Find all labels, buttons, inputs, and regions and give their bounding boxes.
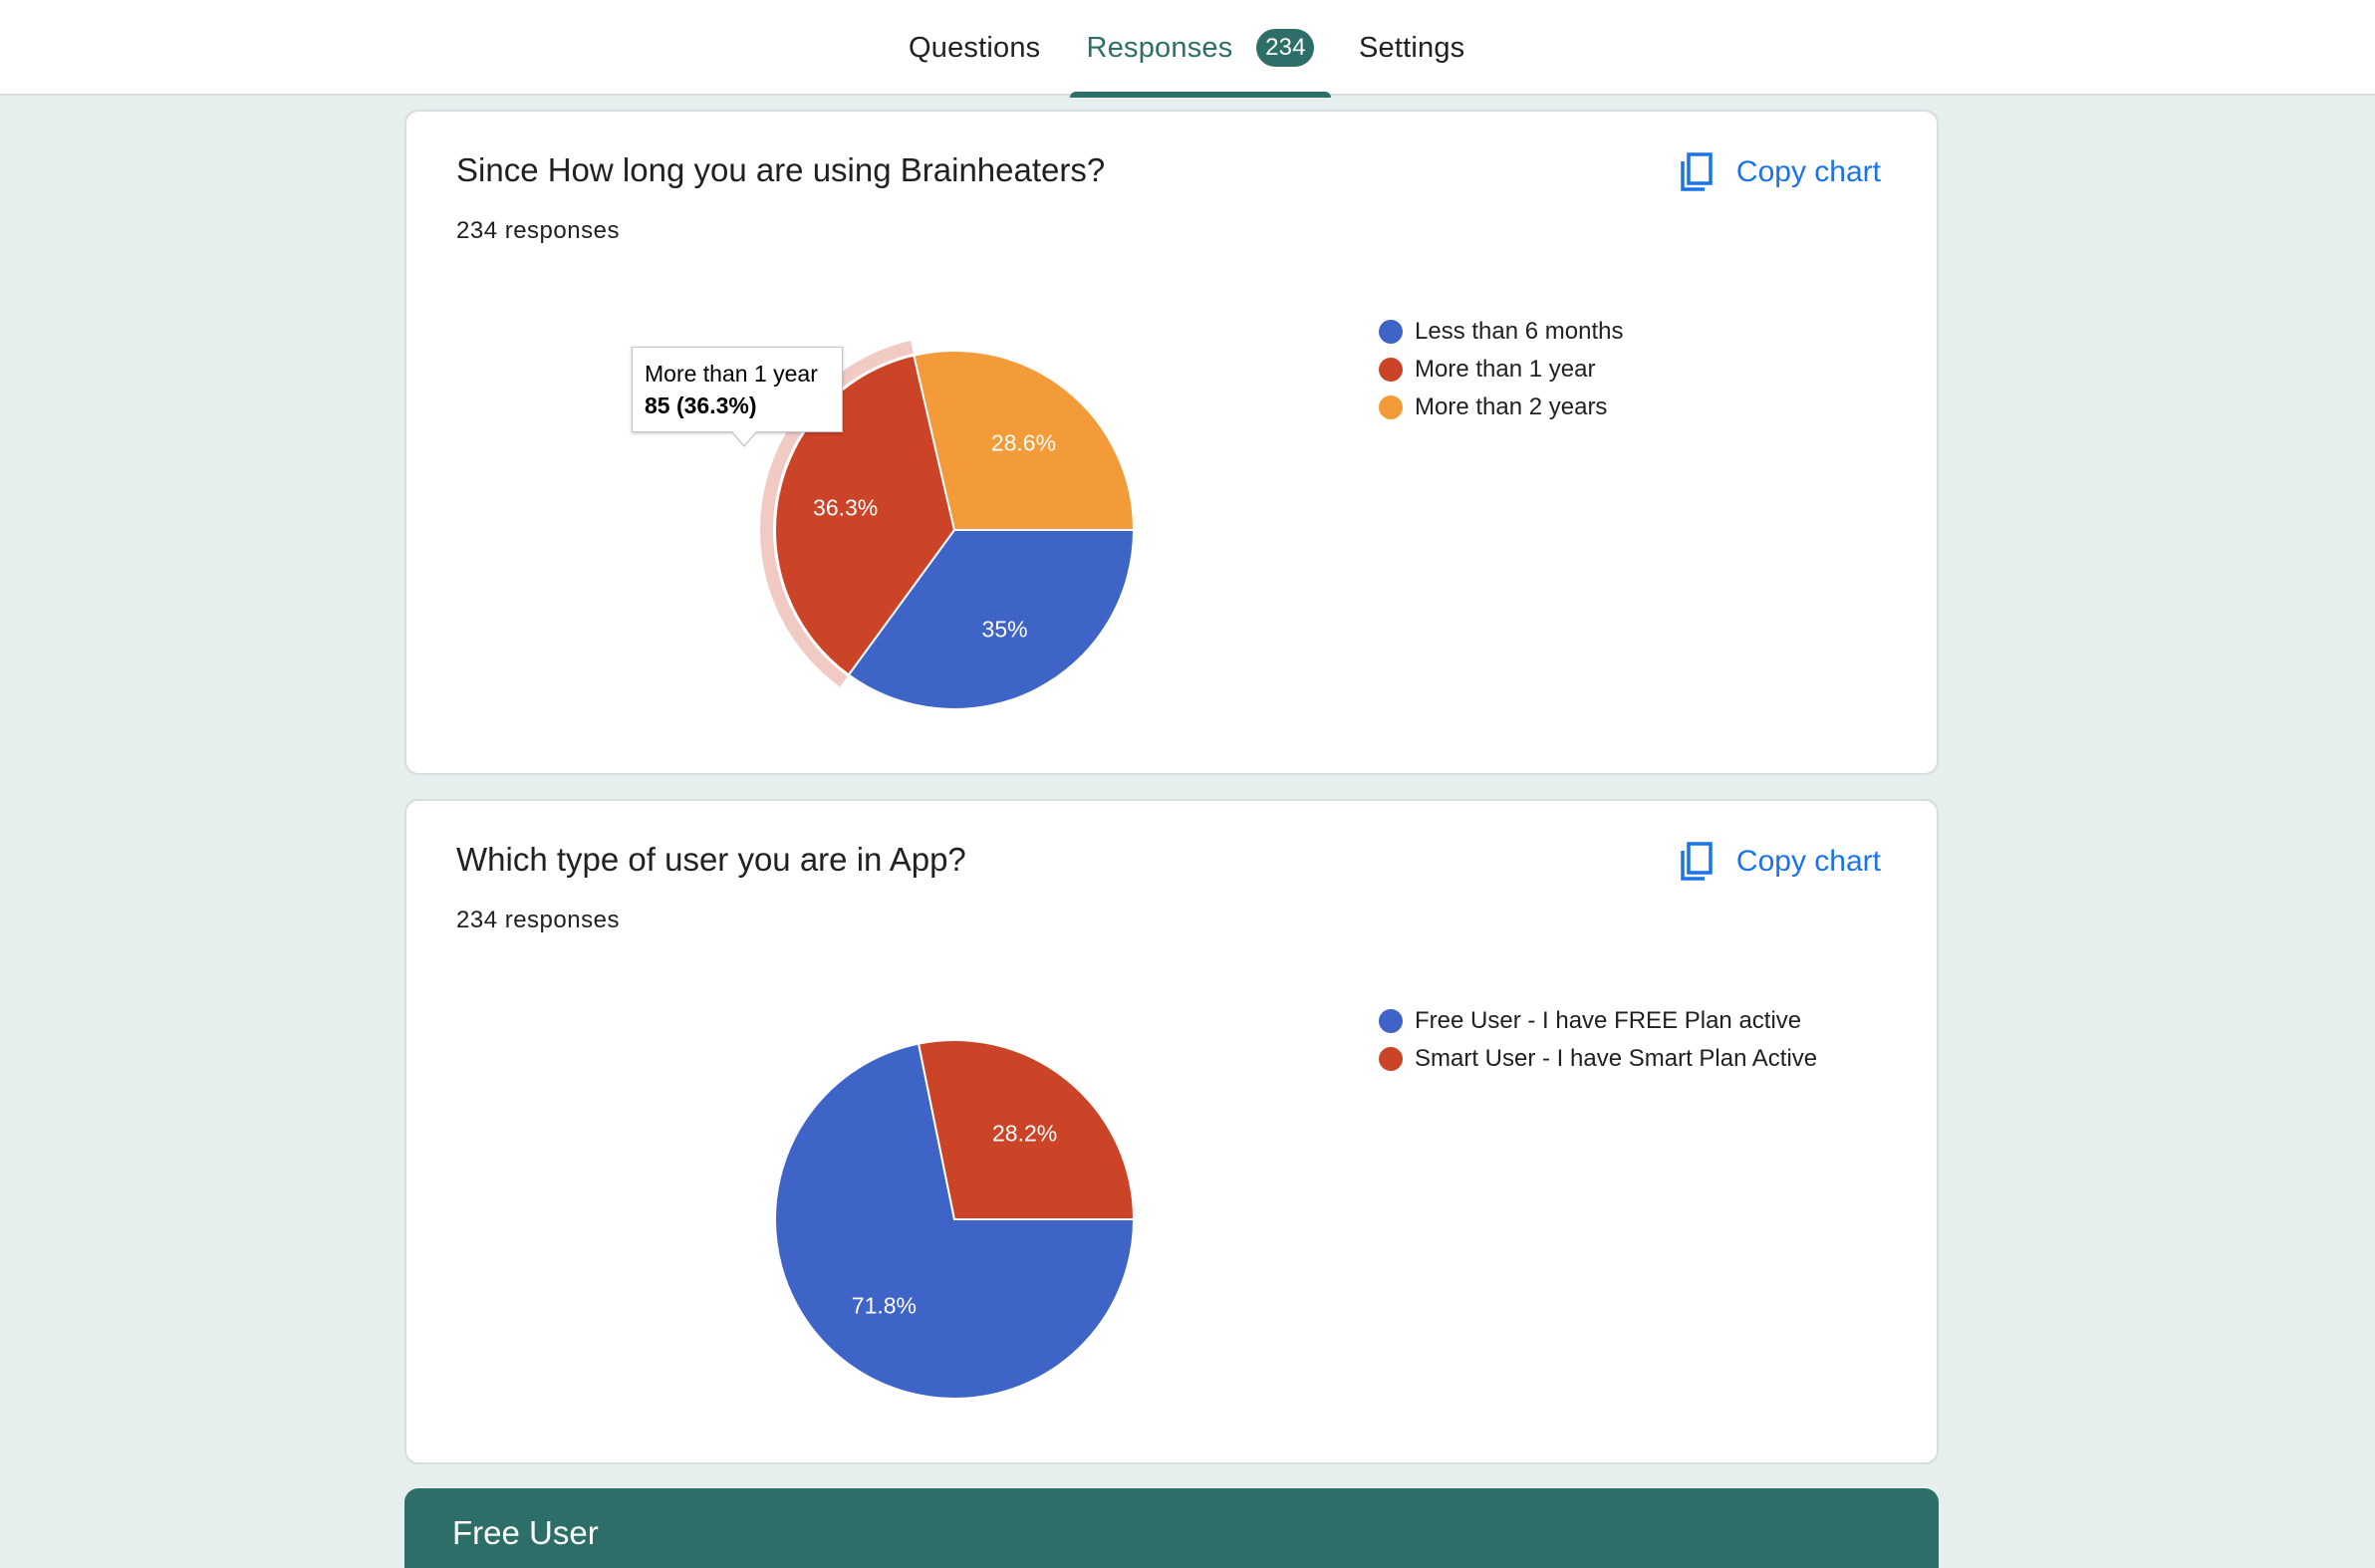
chart-tooltip: More than 1 year 85 (36.3%) <box>632 347 843 447</box>
tab-questions[interactable]: Questions <box>909 0 1040 96</box>
responses-count-badge: 234 <box>1256 29 1315 67</box>
legend-item-smart-user-i-have-smart-plan-active[interactable]: Smart User - I have Smart Plan Active <box>1379 1040 1817 1078</box>
legend-item-more-than-2-years[interactable]: More than 2 years <box>1379 389 1623 426</box>
pie-slice-label-smart-user-i-have-smart-plan-active: 28.2% <box>992 1121 1057 1147</box>
question-title: Which type of user you are in App? <box>456 841 966 878</box>
copy-chart-label: Copy chart <box>1735 155 1881 188</box>
section-title: Free User <box>452 1514 599 1551</box>
legend-label: Smart User - I have Smart Plan Active <box>1415 1045 1818 1072</box>
copy-chart-label: Copy chart <box>1735 845 1881 878</box>
legend-label: More than 2 years <box>1415 393 1608 420</box>
legend-item-more-than-1-year[interactable]: More than 1 year <box>1379 351 1623 389</box>
tooltip-value: 85 (36.3%) <box>645 392 757 418</box>
legend-swatch <box>1379 320 1403 344</box>
question-title: Since How long you are using Brainheater… <box>456 151 1106 188</box>
tab-questions-label: Questions <box>909 31 1041 64</box>
copy-icon <box>1681 842 1713 881</box>
legend-swatch <box>1379 395 1403 419</box>
copy-chart-button[interactable]: Copy chart <box>1679 147 1881 197</box>
tab-settings-label: Settings <box>1359 31 1465 64</box>
legend-item-free-user-i-have-free-plan-active[interactable]: Free User - I have FREE Plan active <box>1379 1002 1817 1040</box>
response-count: 234 responses <box>456 907 620 933</box>
pie-slice-less-than-6-months[interactable] <box>847 529 1136 710</box>
pie-chart-user-type: 71.8% 28.2% <box>774 1039 1136 1400</box>
chart-legend: Free User - I have FREE Plan active Smart… <box>1379 1002 1817 1078</box>
legend-label: Free User - I have FREE Plan active <box>1415 1007 1802 1034</box>
copy-icon <box>1681 152 1713 191</box>
section-header: Free User <box>404 1488 1939 1568</box>
tab-settings[interactable]: Settings <box>1359 0 1464 96</box>
tab-responses-label: Responses <box>1086 31 1233 64</box>
legend-label: Less than 6 months <box>1415 318 1624 345</box>
pie-slice-free-user-i-have-free-plan-active[interactable] <box>774 1042 1136 1400</box>
response-count: 234 responses <box>456 217 620 244</box>
pie-slice-more-than-2-years[interactable] <box>913 350 1136 531</box>
legend-swatch <box>1379 1009 1403 1033</box>
legend-label: More than 1 year <box>1415 356 1596 383</box>
question-card-user-type: Which type of user you are in App? 234 r… <box>404 799 1939 1464</box>
question-card-usage-duration: Since How long you are using Brainheater… <box>404 110 1939 775</box>
copy-chart-button[interactable]: Copy chart <box>1679 837 1881 887</box>
legend-item-less-than-6-months[interactable]: Less than 6 months <box>1379 313 1623 351</box>
legend-swatch <box>1379 358 1403 382</box>
legend-swatch <box>1379 1047 1403 1071</box>
pie-slice-label-more-than-2-years: 28.6% <box>991 430 1056 456</box>
chart-legend: Less than 6 months More than 1 year More t… <box>1379 313 1623 426</box>
pie-slice-label-less-than-6-months: 35% <box>982 616 1028 642</box>
active-tab-indicator <box>1070 92 1331 98</box>
pie-slice-smart-user-i-have-smart-plan-active[interactable] <box>917 1039 1136 1220</box>
pie-slice-label-free-user-i-have-free-plan-active: 71.8% <box>852 1292 917 1318</box>
tab-responses[interactable]: Responses 234 <box>1070 0 1331 98</box>
top-tab-bar: Questions Responses 234 Settings <box>0 0 2375 98</box>
tooltip-label: More than 1 year <box>645 361 818 387</box>
pie-slice-label-more-than-1-year: 36.3% <box>813 495 878 521</box>
pie-slice-more-than-1-year[interactable] <box>774 354 956 676</box>
